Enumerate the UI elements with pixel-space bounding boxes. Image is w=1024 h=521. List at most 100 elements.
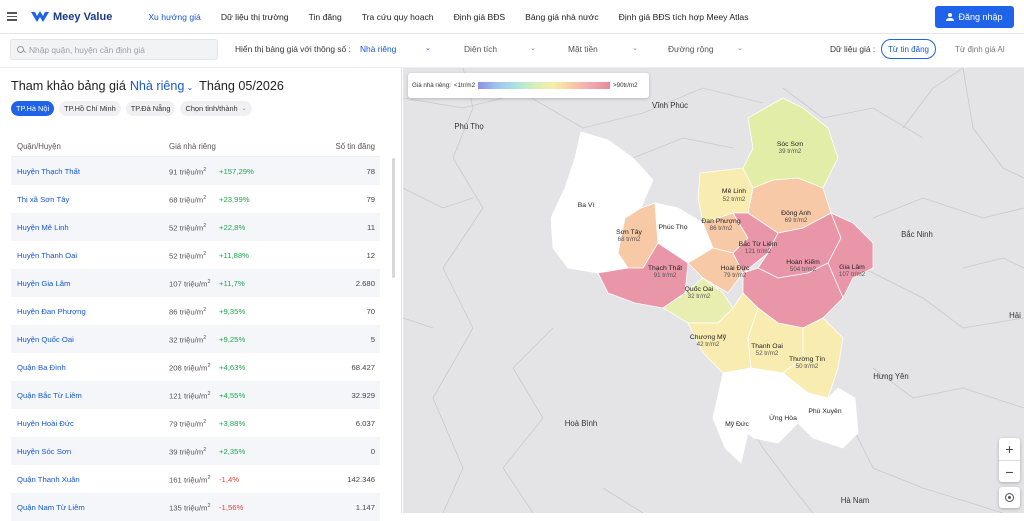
city-tab-hanoi[interactable]: TP.Hà Nội bbox=[11, 101, 55, 116]
nav-listings[interactable]: Tin đăng bbox=[308, 11, 342, 22]
listing-count: 142.346 bbox=[347, 475, 375, 484]
table-row[interactable]: Huyện Mê Linh 52 triệu/m2 +22,8% 11 bbox=[11, 213, 380, 241]
district-name: Đông Anh bbox=[781, 210, 811, 217]
logo[interactable]: Meey Value bbox=[30, 10, 112, 24]
nav-valuation[interactable]: Định giá BĐS bbox=[453, 11, 506, 22]
price-change: +11,7% bbox=[219, 279, 245, 288]
panel-period: Tháng 05/2026 bbox=[199, 79, 284, 93]
table-header: Quận/Huyện Giá nhà riêng Số tin đăng bbox=[11, 137, 380, 157]
district-name: Thường Tín bbox=[789, 356, 825, 363]
district-link[interactable]: Huyện Gia Lâm bbox=[17, 279, 71, 288]
brand-name: Meey Value bbox=[53, 10, 113, 23]
locate-icon[interactable] bbox=[999, 487, 1020, 508]
table-row[interactable]: Quận Thanh Xuân 161 triệu/m2 -1,4% 142.346 bbox=[11, 465, 380, 493]
price-change: +22,8% bbox=[219, 223, 246, 232]
property-type-select[interactable]: Nhà riêng bbox=[360, 44, 397, 54]
table-row[interactable]: Quận Ba Đình 208 triệu/m2 +4,63% 68.427 bbox=[11, 353, 380, 381]
district-link[interactable]: Quận Nam Từ Liêm bbox=[17, 503, 85, 512]
province-label: Hưng Yên bbox=[873, 372, 908, 381]
panel-type-select[interactable]: Nhà riêng bbox=[129, 79, 185, 93]
district-link[interactable]: Quận Thanh Xuân bbox=[17, 475, 80, 484]
district-polygons[interactable] bbox=[550, 97, 874, 464]
listing-count: 79 bbox=[366, 195, 375, 204]
price-value: 68 triệu/m2 bbox=[169, 195, 207, 205]
listing-count: 68.427 bbox=[351, 363, 375, 372]
search-input[interactable] bbox=[29, 44, 209, 55]
nav-state-price-table[interactable]: Bảng giá nhà nước bbox=[525, 11, 599, 22]
price-change: +4,55% bbox=[219, 391, 246, 400]
price-value: 91 triệu/m2 bbox=[169, 167, 207, 177]
table-row[interactable]: Huyện Quốc Oai 32 triệu/m2 +9,25% 5 bbox=[11, 325, 380, 353]
col-price: Giá nhà riêng bbox=[169, 142, 216, 151]
province-label: Vĩnh Phúc bbox=[652, 101, 688, 110]
zoom-in-button[interactable]: + bbox=[1005, 441, 1014, 457]
table-row[interactable]: Quận Nam Từ Liêm 135 triệu/m2 -1,56% 1.147 bbox=[11, 493, 380, 521]
chevron-down-icon: ⌄ bbox=[737, 45, 743, 52]
table-row[interactable]: Huyện Thanh Oai 52 triệu/m2 +11,88% 12 bbox=[11, 241, 380, 269]
district-link[interactable]: Huyện Thanh Oai bbox=[17, 251, 78, 260]
chevron-down-icon: ⌄ bbox=[186, 83, 194, 92]
nav-price-trend[interactable]: Xu hướng giá bbox=[148, 11, 201, 22]
district-name: Hoài Đức bbox=[721, 265, 750, 272]
city-tab-hcm[interactable]: TP.Hồ Chí Minh bbox=[59, 101, 121, 116]
district-name: Mỹ Đức bbox=[725, 421, 749, 428]
table-row[interactable]: Huyện Gia Lâm 107 triệu/m2 +11,7% 2.680 bbox=[11, 269, 380, 297]
price-change: +157,29% bbox=[219, 167, 254, 176]
table-row[interactable]: Huyện Hoài Đức 79 triệu/m2 +3,88% 6.037 bbox=[11, 409, 380, 437]
col-listings: Số tin đăng bbox=[335, 142, 375, 151]
filter-bar: Hiển thị bảng giá với thông số : Nhà riê… bbox=[0, 34, 1024, 68]
zoom-out-button[interactable]: − bbox=[999, 460, 1020, 482]
price-change: +9,25% bbox=[219, 335, 246, 344]
district-name: Thanh Oai bbox=[751, 343, 783, 350]
price-map[interactable]: Vĩnh Phúc Phú Thọ Bắc Ninh Hưng Yên Hoà … bbox=[403, 68, 1024, 513]
chevron-down-icon: ⌄ bbox=[425, 45, 431, 52]
district-link[interactable]: Thị xã Sơn Tây bbox=[17, 195, 70, 204]
table-row[interactable]: Huyện Sóc Sơn 39 triệu/m2 +2,35% 0 bbox=[11, 437, 380, 465]
nav-market-data[interactable]: Dữ liệu thị trường bbox=[220, 11, 289, 22]
map-canvas[interactable]: Vĩnh Phúc Phú Thọ Bắc Ninh Hưng Yên Hoà … bbox=[403, 68, 1024, 513]
city-select[interactable]: Chọn tỉnh/thành ⌄ bbox=[180, 101, 252, 116]
city-tab-danang[interactable]: TP.Đà Nẵng bbox=[125, 101, 176, 116]
district-link[interactable]: Huyện Quốc Oai bbox=[17, 335, 74, 344]
table-row[interactable]: Huyện Thạch Thất 91 triệu/m2 +157,29% 78 bbox=[11, 157, 380, 185]
district-price: 504 tr/m2 bbox=[790, 266, 817, 273]
price-change: +23,99% bbox=[219, 195, 250, 204]
district-price: 52 tr/m2 bbox=[756, 350, 779, 357]
district-link[interactable]: Quận Bắc Từ Liêm bbox=[17, 391, 82, 400]
road-width-select[interactable]: Đường rộng bbox=[668, 44, 714, 54]
price-value: 121 triệu/m2 bbox=[169, 391, 211, 401]
source-ai-toggle[interactable]: Từ định giá AI bbox=[955, 44, 1005, 54]
district-link[interactable]: Huyện Sóc Sơn bbox=[17, 447, 72, 456]
district-link[interactable]: Huyện Đan Phượng bbox=[17, 307, 86, 316]
listing-count: 0 bbox=[370, 447, 375, 456]
district-link[interactable]: Huyện Hoài Đức bbox=[17, 419, 74, 428]
district-gia-lam bbox=[827, 212, 874, 299]
district-link[interactable]: Huyện Thạch Thất bbox=[17, 167, 80, 176]
source-listings-toggle[interactable]: Từ tin đăng bbox=[881, 39, 936, 59]
district-price: 42 tr/m2 bbox=[697, 341, 720, 348]
nav-valuation-atlas[interactable]: Định giá BĐS tích hợp Meey Atlas bbox=[618, 11, 749, 22]
listing-count: 32.929 bbox=[351, 391, 375, 400]
login-button[interactable]: Đăng nhập bbox=[935, 6, 1014, 28]
district-link[interactable]: Quận Ba Đình bbox=[17, 363, 66, 372]
scrollbar[interactable] bbox=[392, 158, 395, 278]
nav-planning-lookup[interactable]: Tra cứu quy hoạch bbox=[361, 11, 434, 22]
menu-icon[interactable] bbox=[6, 0, 28, 34]
table-row[interactable]: Quận Bắc Từ Liêm 121 triệu/m2 +4,55% 32.929 bbox=[11, 381, 380, 409]
listing-count: 11 bbox=[367, 223, 375, 232]
frontage-select[interactable]: Mặt tiền bbox=[568, 44, 598, 54]
price-change: -1,56% bbox=[219, 503, 244, 512]
district-link[interactable]: Huyện Mê Linh bbox=[17, 223, 69, 232]
logo-mark-icon bbox=[31, 10, 49, 22]
city-tabs: TP.Hà Nội TP.Hồ Chí Minh TP.Đà Nẵng Chọn… bbox=[11, 101, 252, 116]
district-price: 121 tr/m2 bbox=[745, 248, 772, 255]
table-row[interactable]: Thị xã Sơn Tây 68 triệu/m2 +23,99% 79 bbox=[11, 185, 380, 213]
district-price: 107 tr/m2 bbox=[839, 271, 866, 278]
listing-count: 2.680 bbox=[355, 279, 375, 288]
district-name: Mê Linh bbox=[722, 188, 746, 195]
area-select[interactable]: Diện tích bbox=[464, 44, 498, 54]
search-box bbox=[10, 39, 218, 60]
price-value: 208 triệu/m2 bbox=[169, 363, 211, 373]
map-legend: Giá nhà riêng: <1tr/m2 >90tr/m2 bbox=[408, 73, 649, 98]
table-row[interactable]: Huyện Đan Phượng 86 triệu/m2 +9,35% 70 bbox=[11, 297, 380, 325]
